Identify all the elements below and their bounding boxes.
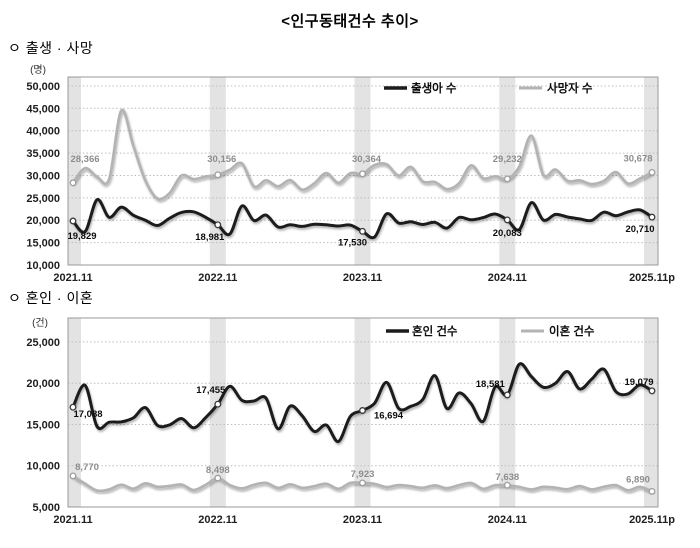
svg-text:5,000: 5,000 [32,502,60,514]
svg-text:10,000: 10,000 [26,461,60,473]
y-axis-labels: 10,000 15,000 20,000 25,000 30,000 35,000 40,0… [26,81,60,272]
svg-text:17,088: 17,088 [73,409,102,420]
svg-text:20,710: 20,710 [625,224,654,235]
svg-text:30,000: 30,000 [26,171,60,183]
svg-text:30,364: 30,364 [352,154,382,165]
svg-text:16,694: 16,694 [374,411,404,422]
svg-text:10,000: 10,000 [26,260,60,272]
svg-text:20,083: 20,083 [493,228,522,239]
svg-text:15,000: 15,000 [26,420,60,432]
svg-text:2024.11: 2024.11 [488,272,527,284]
legend: 혼인 건수 이혼 건수 [386,324,595,338]
svg-text:45,000: 45,000 [26,103,60,115]
svg-text:17,455: 17,455 [196,385,226,396]
svg-text:20,000: 20,000 [26,215,60,227]
svg-text:19,829: 19,829 [67,231,96,242]
svg-text:2025.11p: 2025.11p [629,272,675,284]
section-heading-birth-death: ㅇ 출생 · 사망 [8,40,94,56]
svg-text:출생아 수: 출생아 수 [411,81,457,95]
svg-text:2022.11: 2022.11 [198,514,237,526]
svg-text:사망자 수: 사망자 수 [547,81,593,95]
svg-text:18,581: 18,581 [476,379,506,390]
svg-text:2024.11: 2024.11 [488,514,527,526]
data-labels: 17,088 17,455 16,694 18,581 19,079 8,770 8,498… [73,377,653,486]
svg-text:28,366: 28,366 [70,154,99,165]
svg-text:8,770: 8,770 [75,462,99,473]
unit-label: (명) [30,64,46,76]
unit-label: (건) [32,317,48,329]
svg-text:2021.11: 2021.11 [53,514,92,526]
svg-text:20,000: 20,000 [26,378,60,390]
svg-text:6,890: 6,890 [626,474,650,485]
svg-text:2025.11p: 2025.11p [629,514,675,526]
svg-text:30,156: 30,156 [207,154,236,165]
y-axis-labels: 5,000 10,000 15,000 20,000 25,000 [26,337,60,514]
svg-text:35,000: 35,000 [26,148,60,160]
data-labels: 19,829 18,981 17,530 20,083 20,710 28,366 30,1… [67,153,654,248]
svg-text:이혼 건수: 이혼 건수 [549,324,595,338]
svg-text:혼인 건수: 혼인 건수 [412,324,458,338]
svg-text:8,498: 8,498 [206,465,230,476]
svg-text:30,678: 30,678 [623,153,652,164]
svg-text:18,981: 18,981 [195,232,225,243]
svg-text:17,530: 17,530 [338,237,367,248]
section-heading-marriage-divorce: ㅇ 혼인 · 이혼 [8,290,94,306]
x-axis-labels: 2021.11 2022.11 2023.11 2024.11 2025.11p [53,514,675,526]
svg-text:50,000: 50,000 [26,81,60,93]
svg-text:7,638: 7,638 [495,472,519,483]
november-markers [69,168,656,235]
svg-text:15,000: 15,000 [26,238,60,250]
plot-border [67,76,659,266]
svg-text:40,000: 40,000 [26,126,60,138]
svg-text:29,232: 29,232 [493,154,522,165]
svg-text:7,923: 7,923 [351,469,375,480]
x-axis-labels: 2021.11 2022.11 2023.11 2024.11 2025.11p [53,272,675,284]
svg-text:2023.11: 2023.11 [343,272,382,284]
marriage-divorce-chart: 17,088 17,455 16,694 18,581 19,079 8,770 8,498… [26,317,675,526]
svg-text:19,079: 19,079 [624,377,653,388]
page-title: <인구동태건수 추이> [281,13,419,30]
birth-death-chart: 19,829 18,981 17,530 20,083 20,710 28,366 30,1… [26,64,675,284]
svg-text:2022.11: 2022.11 [198,272,237,284]
plot-border [67,317,659,508]
legend: 출생아 수 사망자 수 [384,81,593,95]
svg-text:2021.11: 2021.11 [53,272,92,284]
november-markers [69,387,656,495]
svg-text:2023.11: 2023.11 [343,514,382,526]
svg-text:25,000: 25,000 [26,337,60,349]
svg-text:25,000: 25,000 [26,193,60,205]
